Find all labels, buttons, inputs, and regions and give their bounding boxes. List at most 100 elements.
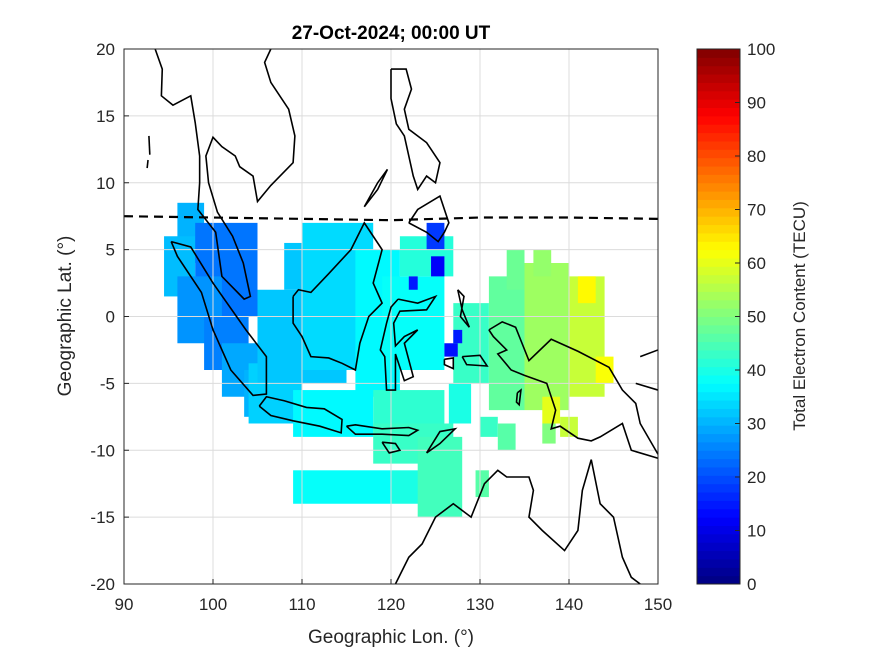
colorbar-tick-label: 80 — [747, 147, 766, 166]
coastline — [345, 424, 420, 437]
colorbar-segment — [697, 65, 740, 75]
coastline — [258, 395, 343, 434]
coastline — [443, 357, 455, 370]
colorbar-segment — [697, 433, 740, 443]
coastline — [488, 329, 659, 460]
colorbar-segment — [697, 174, 740, 184]
colorbar-tick-label: 70 — [747, 201, 766, 220]
x-tick-label: 140 — [555, 595, 583, 614]
colorbar-segment — [697, 207, 740, 217]
colorbar-segment — [697, 333, 740, 343]
colorbar-segment — [697, 291, 740, 301]
coastline — [408, 194, 450, 243]
colorbar — [696, 48, 741, 585]
colorbar-segment — [697, 425, 740, 435]
colorbar-segment — [697, 525, 740, 535]
colorbar-tick-label: 90 — [747, 94, 766, 113]
colorbar-segment — [697, 383, 740, 393]
tec-cell — [448, 383, 472, 424]
colorbar-segment — [697, 458, 740, 468]
y-tick-label: 0 — [106, 308, 115, 327]
x-axis-label: Geographic Lon. (°) — [308, 627, 474, 648]
y-tick-label: -10 — [90, 441, 115, 460]
colorbar-segment — [697, 140, 740, 150]
colorbar-segment — [697, 308, 740, 317]
colorbar-segment — [697, 366, 740, 376]
colorbar-tick-label: 40 — [747, 361, 766, 380]
coastline — [170, 240, 268, 397]
colorbar-tick-label: 100 — [747, 40, 775, 59]
colorbar-segment — [697, 274, 740, 284]
coastline — [154, 48, 296, 301]
colorbar-segment — [697, 517, 740, 526]
colorbar-segment — [697, 400, 740, 409]
colorbar-segment — [697, 375, 740, 384]
coastline — [425, 427, 458, 454]
colorbar-tick-label: 10 — [747, 522, 766, 541]
x-tick-label: 150 — [644, 595, 672, 614]
coastline — [456, 289, 471, 328]
tec-cell — [577, 276, 596, 304]
colorbar-segment — [697, 107, 740, 117]
tec-cell — [497, 423, 516, 451]
y-tick-label: 15 — [96, 107, 115, 126]
coastline — [379, 294, 438, 391]
tec-cell — [542, 396, 561, 424]
colorbar-segment — [697, 166, 740, 175]
coastline — [635, 382, 659, 391]
colorbar-segment — [697, 416, 740, 426]
colorbar-segment — [697, 182, 740, 192]
colorbar-tick-label: 50 — [747, 308, 766, 327]
colorbar-segment — [697, 567, 740, 577]
colorbar-segment — [697, 508, 740, 518]
colorbar-segment — [697, 49, 740, 58]
colorbar-segment — [697, 157, 740, 167]
colorbar-tick-label: 60 — [747, 254, 766, 273]
tec-cell — [293, 470, 391, 504]
colorbar-segment — [697, 74, 740, 83]
y-tick-label: -20 — [90, 575, 115, 594]
colorbar-segment — [697, 232, 740, 242]
colorbar-segment — [697, 199, 740, 209]
tec-cell — [408, 276, 418, 290]
colorbar-segment — [697, 82, 740, 92]
colorbar-segment — [697, 241, 740, 251]
tec-cell — [524, 263, 569, 411]
x-tick-label: 90 — [115, 595, 134, 614]
colorbar-segment — [697, 483, 740, 493]
y-tick-label: 10 — [96, 174, 115, 193]
tec-cell — [431, 256, 445, 277]
y-tick-label: 20 — [96, 40, 115, 59]
colorbar-label: Total Electron Content (TECU) — [790, 201, 809, 431]
colorbar-segment — [697, 492, 740, 501]
coastline — [381, 441, 402, 454]
coastline — [390, 68, 441, 192]
colorbar-segment — [697, 299, 740, 309]
colorbar-segment — [697, 132, 740, 142]
colorbar-segment — [697, 500, 740, 510]
colorbar-segment — [697, 441, 740, 451]
colorbar-segment — [697, 115, 740, 125]
colorbar-segment — [697, 316, 740, 326]
chart-title: 27-Oct-2024; 00:00 UT — [292, 23, 491, 44]
coastline — [146, 159, 149, 169]
colorbar-segment — [697, 575, 740, 585]
colorbar-tick-labels: 0 10 20 30 40 50 60 70 80 90 100 — [747, 40, 775, 594]
colorbar-segment — [697, 550, 740, 560]
y-tick-label: -15 — [90, 508, 115, 527]
coastline — [148, 135, 151, 155]
x-tick-label: 130 — [466, 595, 494, 614]
tec-cell — [480, 416, 498, 437]
colorbar-segment — [697, 558, 740, 568]
colorbar-tick-label: 30 — [747, 415, 766, 434]
colorbar-segment — [697, 391, 740, 401]
coastline — [394, 459, 641, 585]
tec-cell — [506, 249, 525, 290]
colorbar-segment — [697, 216, 740, 226]
colorbar-tick-label: 20 — [747, 468, 766, 487]
y-tick-labels: 20 15 10 5 0 -5 -10 -15 -20 — [90, 40, 115, 594]
coastlines — [146, 48, 659, 585]
colorbar-segment — [697, 266, 740, 276]
tec-cell — [399, 236, 454, 277]
